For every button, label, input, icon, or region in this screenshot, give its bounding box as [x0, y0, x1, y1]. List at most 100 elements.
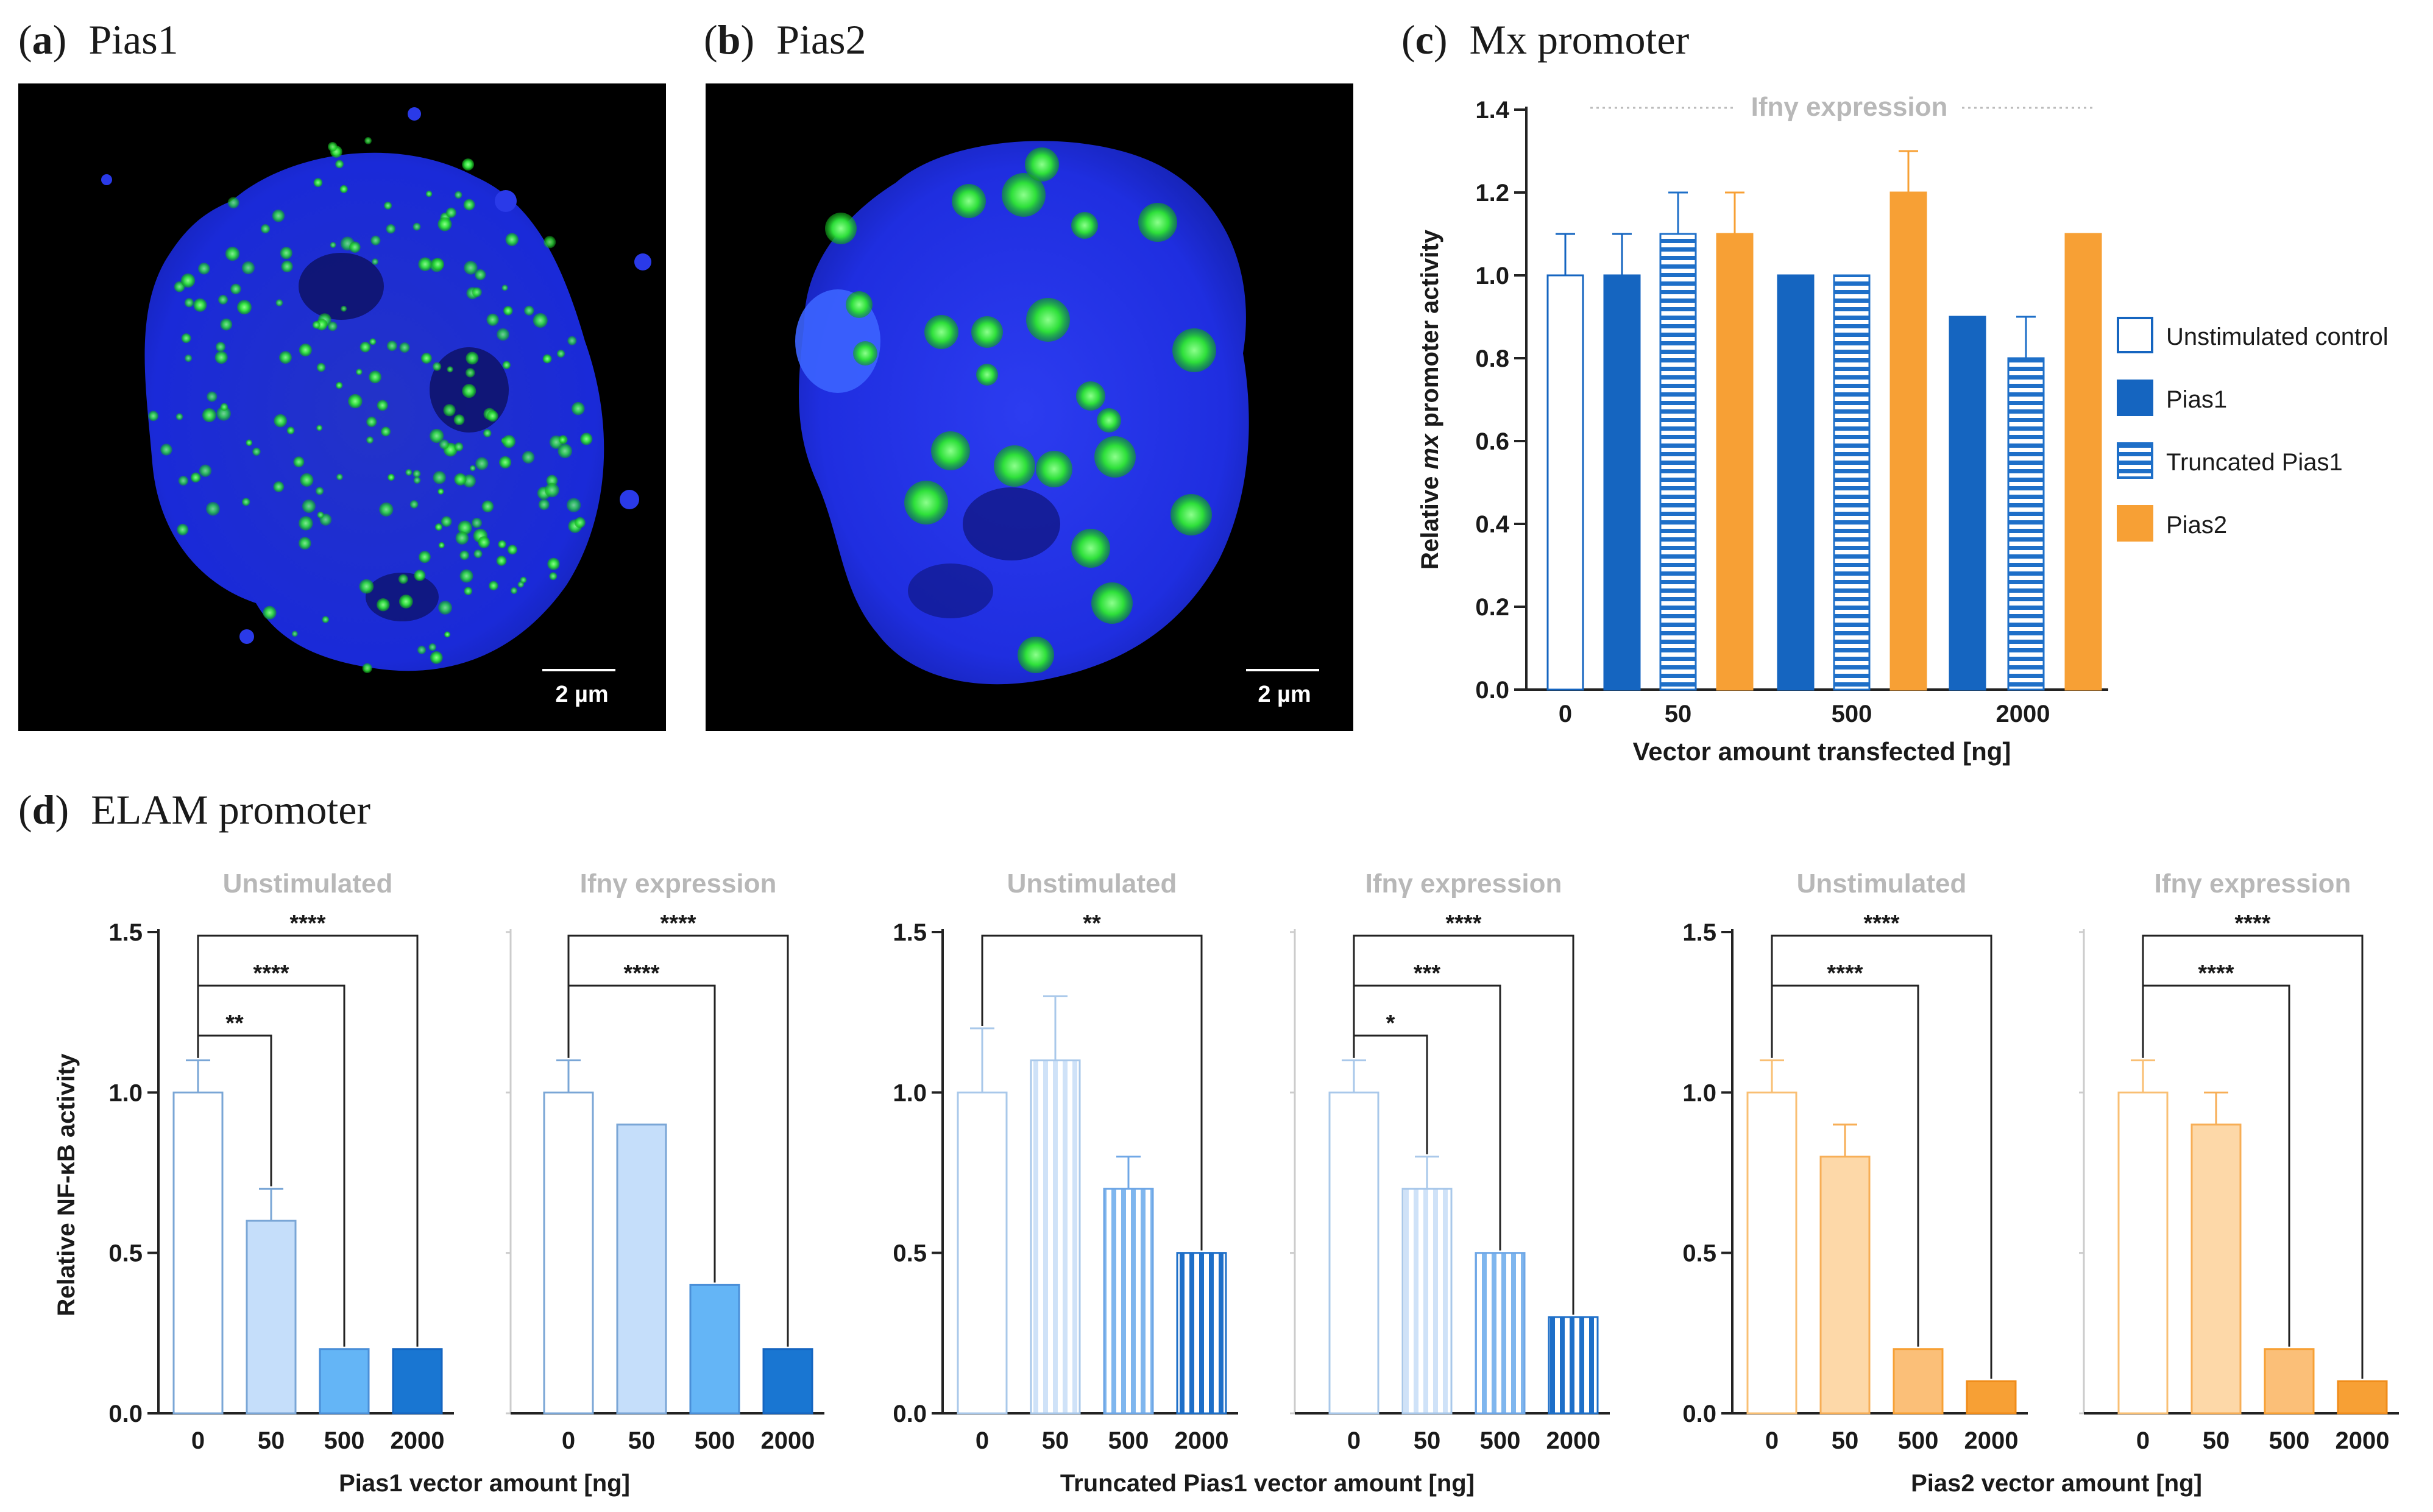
x-axis-label: Pias1 vector amount [ng] — [339, 1470, 630, 1497]
panel-a-paren-open: ( — [18, 16, 32, 63]
y-axis-label: Relative mx promoter activity — [1417, 229, 1443, 570]
legend-swatch — [2117, 442, 2153, 479]
bar-pias2-50 — [2190, 1123, 2242, 1415]
dark-region — [299, 253, 384, 320]
pias1-focus — [409, 500, 419, 509]
pias1-focus — [458, 520, 472, 535]
significance-label: **** — [660, 911, 696, 936]
speck — [620, 490, 639, 509]
pias1-focus — [280, 247, 292, 260]
pias1-focus — [419, 551, 431, 563]
pias1-focus — [462, 384, 476, 398]
pias1-focus — [299, 516, 313, 531]
x-tick-label: 500 — [1832, 701, 1872, 727]
bar-pias1-50 — [246, 1220, 297, 1415]
pias1-focus — [366, 436, 374, 444]
pias1-focus — [362, 663, 372, 673]
pias1-focus — [483, 429, 492, 437]
pias1-focus — [178, 476, 188, 486]
pias1-focus — [364, 137, 372, 144]
pias1-focus — [418, 257, 432, 272]
x-tick-label: 50 — [258, 1427, 285, 1454]
panel-d-paren-open: ( — [18, 786, 32, 833]
panel-d-paren-close: ) — [55, 786, 69, 833]
y-tick-label: 0.2 — [1475, 594, 1509, 621]
pias1-focus — [414, 570, 426, 581]
y-tick-label: 0.0 — [1682, 1401, 1716, 1427]
pias1-focus — [447, 366, 453, 373]
pias1-focus — [336, 381, 343, 389]
bar-pias1-2000 — [1949, 316, 1986, 691]
pias1-focus — [215, 342, 226, 352]
y-tick-label: 0.4 — [1475, 511, 1509, 538]
pias1-focus — [193, 298, 207, 312]
pias1-focus — [558, 443, 572, 459]
speck — [408, 107, 421, 121]
bar-pias2-2000 — [1966, 1380, 2017, 1415]
significance-label: *** — [1414, 961, 1441, 986]
legend-label: Unstimulated control — [2166, 323, 2389, 350]
pias1-focus — [505, 233, 519, 246]
pias1-focus — [503, 306, 513, 316]
significance-label: ** — [225, 1011, 244, 1036]
pias1-focus — [399, 342, 410, 353]
significance-bracket — [981, 934, 1203, 1251]
pias1-focus — [413, 470, 421, 478]
pias1-focus — [405, 468, 413, 476]
legend-swatch — [2117, 505, 2153, 542]
pias1-focus — [421, 353, 432, 364]
bar-truncated-50 — [1030, 1059, 1081, 1415]
pias1-focus — [502, 361, 511, 369]
pias1-focus — [328, 321, 338, 331]
y-tick-label: 1.0 — [1475, 263, 1509, 289]
pias1-focus — [274, 414, 288, 428]
x-tick-label: 2000 — [1175, 1427, 1229, 1454]
pias1-focus — [330, 242, 336, 249]
pias1-focus — [437, 488, 444, 495]
pias1-focus — [497, 328, 509, 341]
pias1-focus — [302, 499, 316, 514]
bar-truncated-pias1-2000 — [2007, 357, 2045, 691]
pias1-focus — [459, 550, 469, 560]
significance-label: **** — [289, 911, 325, 936]
pias2-focus — [853, 341, 877, 366]
pias1-focus — [291, 631, 298, 637]
pias1-focus — [464, 261, 478, 275]
pias1-focus — [473, 549, 483, 559]
panel-b-name: Pias2 — [776, 16, 866, 63]
y-tick-label: 0.0 — [1475, 677, 1509, 704]
bar-pias2-50 — [1716, 233, 1754, 691]
significance-label: **** — [1863, 911, 1899, 936]
pias1-focus — [275, 299, 283, 306]
bar-pias1-0 — [543, 1091, 594, 1415]
pias1-focus — [549, 572, 558, 581]
significance-label: ** — [1083, 911, 1101, 936]
pias1-focus — [566, 498, 581, 512]
legend-label: Pias2 — [2166, 512, 2227, 539]
pias1-focus — [339, 185, 348, 193]
scale-bar-b-label: 2 µm — [1258, 682, 1311, 707]
pias1-focus — [316, 362, 326, 372]
mx-promoter-legend: Unstimulated control Pias1 Truncated Pias1… — [2117, 317, 2389, 542]
x-tick-label: 2000 — [391, 1427, 445, 1454]
pias1-focus — [428, 643, 437, 651]
pias1-focus — [216, 406, 231, 421]
pias2-focus — [924, 315, 958, 349]
pias1-focus — [379, 502, 394, 517]
bar-truncated-0 — [957, 1091, 1008, 1415]
pias2-focus — [994, 445, 1035, 487]
panel-a-letter: a — [32, 16, 53, 63]
pias1-focus — [545, 482, 559, 498]
pias1-focus — [486, 313, 499, 326]
pias1-focus — [388, 473, 395, 481]
pias1-focus — [444, 631, 451, 638]
subplot-subtitle: Unstimulated — [1007, 869, 1177, 899]
pias1-focus — [386, 341, 397, 352]
x-tick-label: 50 — [1042, 1427, 1069, 1454]
pias1-focus — [349, 241, 361, 253]
x-tick-label: 0 — [191, 1427, 205, 1454]
pias1-focus — [377, 598, 390, 612]
pias1-focus — [377, 400, 388, 411]
y-tick-label: 1.5 — [1682, 919, 1716, 946]
pias1-foci — [148, 137, 593, 673]
